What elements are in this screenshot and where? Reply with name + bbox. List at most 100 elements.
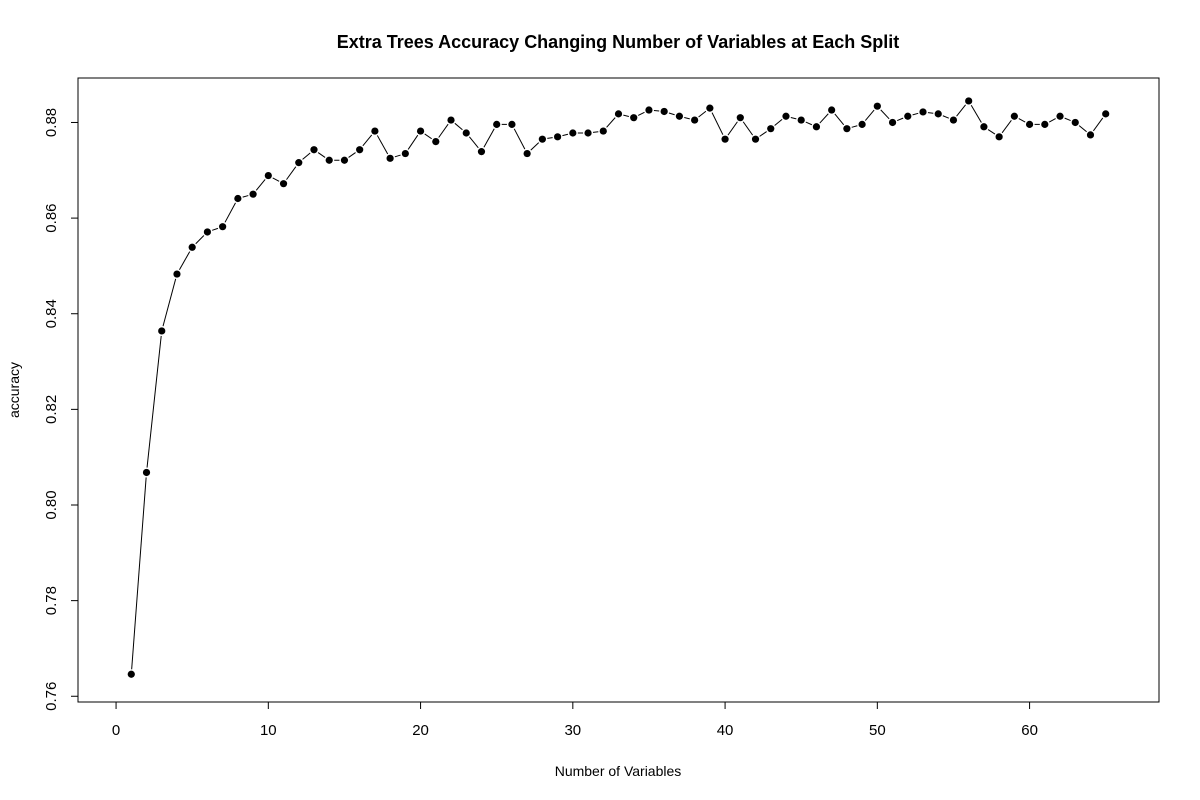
- series-segment: [179, 251, 191, 270]
- x-axis-label: Number of Variables: [555, 763, 682, 779]
- data-point: [508, 120, 516, 128]
- x-tick-label: 50: [869, 722, 886, 739]
- series-segment: [1078, 125, 1087, 133]
- series-segment: [1093, 117, 1104, 132]
- series-segment: [727, 121, 738, 136]
- y-tick-label: 0.82: [43, 395, 60, 424]
- series-segment: [195, 235, 205, 245]
- data-point: [234, 194, 242, 203]
- data-point: [569, 129, 577, 137]
- y-tick-label: 0.78: [43, 586, 60, 615]
- y-tick-label: 0.84: [43, 299, 60, 328]
- data-point: [660, 107, 668, 116]
- data-point: [1041, 120, 1049, 128]
- data-point: [584, 129, 592, 137]
- data-point: [1025, 120, 1034, 128]
- y-tick-label: 0.86: [43, 203, 60, 232]
- x-tick-label: 20: [412, 722, 429, 739]
- series-segment: [513, 128, 526, 150]
- series-segment: [711, 112, 724, 135]
- data-point: [965, 97, 973, 105]
- series-segment: [819, 113, 829, 124]
- data-point: [1010, 112, 1018, 120]
- series-segment: [912, 112, 919, 116]
- series-segment: [759, 131, 767, 137]
- y-tick-label: 0.80: [43, 490, 60, 519]
- series-segment: [1064, 117, 1071, 122]
- data-point: [219, 223, 227, 231]
- data-point: [828, 106, 836, 114]
- series-segment: [562, 133, 569, 137]
- series-segment: [880, 109, 890, 120]
- series-segment: [483, 128, 495, 148]
- series-segment: [242, 195, 249, 198]
- data-point: [782, 112, 790, 120]
- series-segment: [454, 122, 463, 131]
- data-point: [401, 149, 409, 158]
- x-axis: 0 10 20 30 40 50 60: [112, 701, 1038, 739]
- series-segment: [774, 119, 783, 126]
- series-segment: [927, 112, 934, 114]
- series-segment: [668, 112, 675, 116]
- data-point: [264, 171, 272, 180]
- x-tick-label: 40: [717, 722, 734, 739]
- series-segment: [942, 115, 950, 119]
- series-segment: [394, 154, 401, 158]
- series-segment: [623, 114, 629, 117]
- series-segment: [864, 109, 875, 121]
- data-point: [127, 670, 135, 678]
- series-segment: [376, 135, 389, 155]
- series-segment: [211, 227, 219, 231]
- data-point: [812, 123, 821, 131]
- y-tick-label: 0.88: [43, 108, 60, 137]
- series-segment: [1048, 118, 1056, 123]
- data-point: [949, 116, 958, 124]
- data-point: [1102, 110, 1110, 118]
- data-point: [691, 116, 699, 124]
- series-segment: [272, 177, 280, 182]
- data-point: [843, 125, 851, 133]
- series-line-group: [131, 104, 1104, 670]
- series-segment: [530, 142, 540, 151]
- series-points-group: [127, 97, 1110, 678]
- data-point: [538, 135, 546, 143]
- data-point: [934, 110, 942, 118]
- series-segment: [255, 179, 266, 191]
- series-segment: [970, 105, 982, 123]
- data-point: [904, 112, 912, 120]
- data-point: [614, 110, 623, 118]
- chart-title: Extra Trees Accuracy Changing Number of …: [337, 32, 900, 52]
- data-point: [797, 116, 805, 124]
- data-point: [767, 125, 775, 133]
- series-segment: [851, 125, 858, 128]
- data-point: [523, 149, 531, 158]
- data-point: [873, 102, 881, 110]
- data-point: [310, 146, 318, 154]
- data-point: [645, 106, 653, 114]
- data-point: [340, 156, 349, 164]
- data-point: [416, 127, 425, 135]
- series-segment: [896, 117, 904, 122]
- series-segment: [606, 117, 616, 128]
- series-segment: [131, 477, 147, 670]
- series-segment: [146, 335, 162, 468]
- data-point: [630, 114, 638, 122]
- series-segment: [362, 134, 373, 147]
- series-segment: [956, 104, 966, 117]
- data-point: [371, 127, 379, 135]
- data-point: [325, 156, 333, 164]
- data-point: [386, 154, 394, 162]
- y-axis: 0.76 0.78 0.80 0.82 0.84 0.86 0.88: [43, 108, 79, 711]
- series-segment: [424, 133, 432, 140]
- data-point: [980, 123, 988, 131]
- data-point: [1071, 118, 1079, 127]
- series-segment: [348, 152, 356, 158]
- data-point: [462, 129, 470, 137]
- data-point: [188, 243, 196, 251]
- data-point: [447, 116, 455, 124]
- data-point: [142, 468, 151, 477]
- x-tick-label: 10: [260, 722, 277, 739]
- series-segment: [286, 166, 297, 180]
- data-point: [173, 270, 181, 278]
